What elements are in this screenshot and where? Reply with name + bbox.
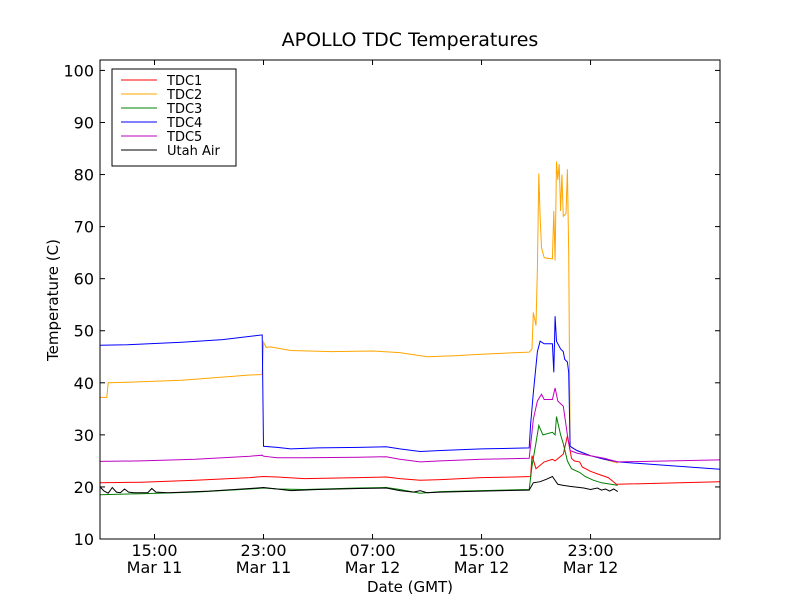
series-layer [99,161,721,496]
x-tick-date-label: Mar 11 [236,558,292,577]
x-tick-time-label: 15:00 [131,541,177,560]
legend-label-utah-air: Utah Air [167,144,220,159]
series-line-tdc2 [100,161,618,464]
legend-label-tdc1: TDC1 [166,74,202,89]
y-tick-label: 40 [74,374,94,393]
legend-label-tdc3: TDC3 [166,102,202,117]
x-tick-time-label: 07:00 [349,541,395,560]
y-tick-label: 60 [74,270,94,289]
x-tick-time-label: 23:00 [240,541,286,560]
y-tick-label: 50 [74,322,94,341]
x-tick-time-label: 15:00 [458,541,504,560]
y-tick-label: 20 [74,478,94,497]
y-tick-label: 90 [74,113,94,132]
legend-label-tdc4: TDC4 [166,116,202,131]
series-line-utah-air [99,475,619,494]
y-tick-label: 30 [74,426,94,445]
y-tick-label: 100 [63,61,94,80]
plot-area-frame [99,59,721,540]
x-tick-date-label: Mar 12 [345,558,401,577]
x-tick-date-label: Mar 12 [454,558,510,577]
y-axis-label: Temperature (C) [44,239,62,362]
y-tick-label: 80 [74,166,94,185]
y-tick-label: 70 [74,218,94,237]
legend-label-tdc2: TDC2 [166,88,202,103]
y-tick-label: 10 [74,530,94,549]
x-tick-date-label: Mar 11 [127,558,183,577]
legend-label-tdc5: TDC5 [166,130,202,145]
series-line-tdc1 [99,435,721,485]
series-line-tdc4 [99,316,721,470]
x-tick-date-label: Mar 12 [563,558,619,577]
chart-title: APOLLO TDC Temperatures [282,29,539,51]
x-axis-label: Date (GMT) [367,578,453,596]
x-tick-time-label: 23:00 [567,541,613,560]
series-line-tdc5 [99,387,721,463]
